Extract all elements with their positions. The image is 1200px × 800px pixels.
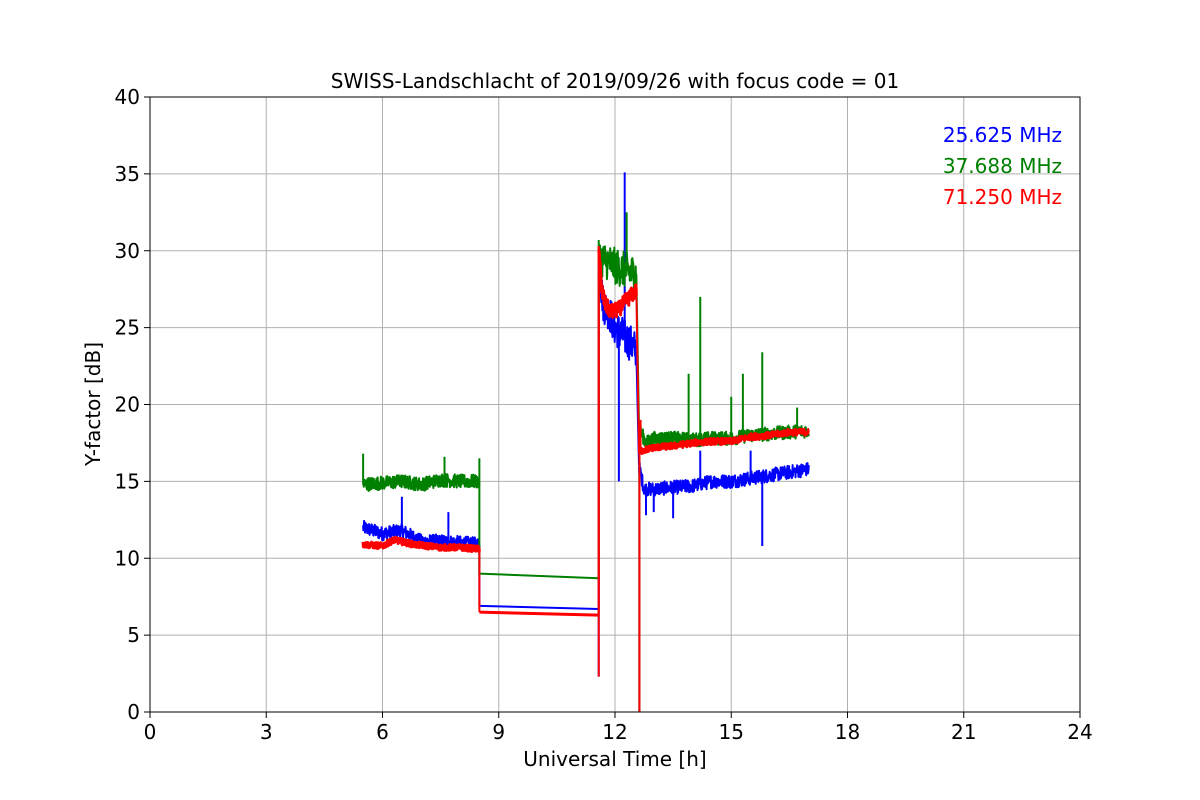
- series-line-segment: [597, 262, 638, 366]
- y-axis-label: Y-factor [dB]: [81, 342, 105, 467]
- y-tick-label: 25: [115, 316, 140, 340]
- x-tick-label: 15: [719, 720, 744, 744]
- x-tick-label: 9: [492, 720, 505, 744]
- series-line-segment: [361, 535, 481, 553]
- grid: [149, 96, 1081, 713]
- series-line-segment: [362, 519, 481, 552]
- series-25-625-MHz: [362, 172, 810, 712]
- x-tick-label: 3: [260, 720, 273, 744]
- x-tick-label: 21: [951, 720, 976, 744]
- y-tick-label: 5: [127, 623, 140, 647]
- x-tick-label: 0: [144, 720, 157, 744]
- y-tick-label: 0: [127, 700, 140, 724]
- series-line-segment: [479, 610, 599, 617]
- plot-series: [361, 172, 810, 712]
- y-tick-label: 35: [115, 162, 140, 186]
- x-axis-label: Universal Time [h]: [523, 747, 706, 771]
- x-tick-label: 6: [376, 720, 389, 744]
- y-tick-label: 40: [115, 85, 140, 109]
- x-tick-label: 24: [1067, 720, 1092, 744]
- y-tick-label: 15: [115, 469, 140, 493]
- chart-title: SWISS-Landschlacht of 2019/09/26 with fo…: [331, 69, 899, 93]
- legend-entry-25-625: 25.625 MHz: [943, 123, 1062, 147]
- legend-entry-71-250: 71.250 MHz: [943, 185, 1062, 209]
- series-line-segment: [638, 461, 810, 497]
- legend-entry-37-688: 37.688 MHz: [943, 154, 1062, 178]
- y-tick-label: 30: [115, 239, 140, 263]
- series-37-688-MHz: [362, 212, 810, 712]
- y-tick-label: 10: [115, 546, 140, 570]
- series-line-segment: [597, 239, 638, 293]
- series-line-segment: [479, 604, 599, 610]
- series-71-250-MHz: [361, 246, 810, 712]
- axis-ticks: 0 3 6 9 12 15 18 21 24 0 5 10 15 20 25 30 35 40: [115, 85, 1093, 744]
- x-tick-label: 18: [835, 720, 860, 744]
- x-tick-label: 12: [602, 720, 627, 744]
- legend: 25.625 MHz 37.688 MHz 71.250 MHz: [943, 123, 1062, 209]
- series-line-segment: [362, 473, 481, 492]
- series-jump: [635, 290, 641, 451]
- series-line-segment: [479, 572, 599, 580]
- y-tick-label: 20: [115, 393, 140, 417]
- series-line-segment: [597, 249, 638, 319]
- series-line-segment: [637, 427, 810, 455]
